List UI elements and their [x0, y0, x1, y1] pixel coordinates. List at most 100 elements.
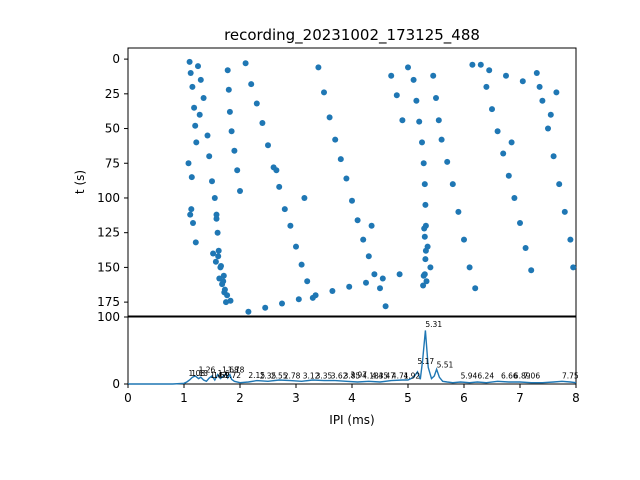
scatter-point [382, 303, 389, 310]
peak-label: 1.13 [191, 369, 208, 378]
peak-label: 7.06 [523, 372, 540, 381]
scatter-point [220, 272, 227, 279]
scatter-point [435, 117, 442, 124]
scatter-point [466, 264, 473, 271]
chart-title: recording_20231002_173125_488 [224, 26, 480, 45]
scatter-point [508, 139, 515, 146]
peak-label: 7.75 [562, 372, 579, 381]
scatter-point [301, 195, 308, 201]
ipi-x-tick-label: 7 [516, 391, 524, 405]
scatter-point [519, 78, 526, 85]
scatter-point [393, 92, 400, 99]
peak-label: 6.89 [514, 372, 531, 381]
scatter-point [213, 211, 220, 218]
peak-label: 1.6 [218, 369, 230, 378]
scatter-point [528, 267, 535, 274]
peak-label: 4.47 [378, 372, 395, 381]
scatter-point [422, 247, 429, 254]
scatter-point [511, 195, 518, 201]
scatter-point [228, 128, 235, 135]
scatter-point [214, 229, 221, 236]
scatter-point [187, 211, 194, 218]
scatter-point [346, 283, 353, 290]
scatter-point [196, 111, 203, 118]
scatter-point [422, 256, 429, 263]
peak-label: 3.97 [350, 370, 367, 379]
scatter-point [231, 147, 238, 154]
peak-label: 1.26 [199, 366, 216, 375]
scatter-point [449, 181, 456, 188]
scatter-point [427, 264, 434, 271]
scatter-point [206, 153, 213, 160]
scatter-point [326, 114, 333, 121]
scatter-point [550, 153, 557, 160]
scatter-point [242, 60, 249, 67]
scatter-point [379, 275, 386, 282]
scatter-y-tick-label: 75 [105, 156, 120, 170]
scatter-point [276, 183, 283, 190]
scatter-point [221, 286, 228, 293]
peak-label: 2.78 [284, 372, 301, 381]
scatter-point [421, 233, 428, 240]
scatter-point [188, 206, 195, 213]
peak-label: 6.66 [501, 372, 518, 381]
peak-label: 5.31 [425, 320, 442, 329]
scatter-point [200, 95, 207, 101]
scatter-point [195, 63, 201, 70]
scatter-point [312, 292, 319, 299]
scatter-point [197, 76, 204, 83]
peak-label: 3.35 [316, 372, 333, 381]
ipi-x-ticks: 0 1 2 3 4 5 6 7 8 [124, 384, 580, 405]
scatter-point [360, 236, 367, 243]
scatter-point [349, 197, 355, 204]
ipi-y-ticks: 0 100 [97, 310, 128, 391]
peak-label: 4.18 [362, 372, 379, 381]
scatter-y-tick-label: 125 [97, 226, 120, 240]
peak-label: 4.35 [372, 372, 389, 381]
ipi-x-tick-label: 0 [124, 391, 132, 405]
scatter-point [248, 81, 255, 88]
scatter-point [262, 304, 269, 311]
scatter-point [273, 167, 280, 174]
ipi-x-tick-label: 1 [180, 391, 188, 405]
scatter-point [413, 97, 420, 104]
scatter-point [234, 167, 241, 174]
scatter-point [185, 160, 192, 167]
scatter-point [191, 104, 198, 111]
scatter-point [399, 117, 406, 124]
peak-label: 1.08 [189, 369, 206, 378]
scatter-points [185, 58, 577, 315]
peak-label: 1.47 [210, 371, 227, 380]
scatter-point [253, 100, 260, 107]
scatter-point [363, 279, 369, 286]
ipi-x-tick-label: 6 [460, 391, 468, 405]
scatter-point [494, 128, 501, 135]
scatter-point [421, 271, 428, 278]
scatter-y-tick-label: 100 [97, 191, 120, 205]
scatter-point [354, 217, 361, 224]
ipi-x-tick-label: 3 [292, 391, 300, 405]
scatter-y-tick-label: 175 [97, 295, 120, 309]
scatter-y-tick-label: 0 [112, 52, 120, 66]
scatter-point [430, 72, 437, 79]
scatter-point [188, 174, 195, 181]
ipi-line [128, 330, 577, 385]
scatter-point [212, 258, 219, 265]
peak-label: 2.15 [248, 371, 265, 380]
scatter-point [259, 120, 266, 126]
scatter-point [304, 278, 311, 285]
peak-label: 1.78 [228, 366, 245, 375]
scatter-point [455, 208, 462, 215]
scatter-point [204, 132, 211, 139]
scatter-point [522, 245, 529, 251]
scatter-point [279, 300, 285, 307]
scatter-point [422, 201, 429, 208]
scatter-point [545, 125, 551, 132]
peak-label: 3.85 [344, 372, 361, 381]
scatter-point [193, 139, 200, 146]
scatter-point [539, 97, 546, 104]
ipi-x-label: IPI (ms) [329, 413, 374, 427]
scatter-point [187, 70, 194, 76]
scatter-point [371, 271, 378, 278]
